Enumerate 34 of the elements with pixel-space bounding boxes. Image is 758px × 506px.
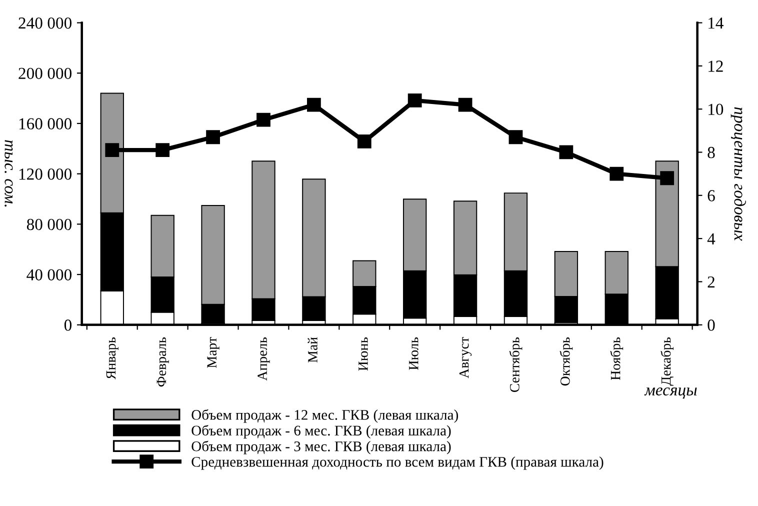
y-axis-title: тыс. сом. bbox=[4, 140, 13, 207]
y2-tick-label: 4 bbox=[707, 233, 716, 244]
x-tick-label: Май bbox=[308, 337, 318, 362]
y-tick-label: 160 000 bbox=[19, 118, 72, 130]
x-tick-label: Март bbox=[207, 337, 220, 368]
y-tick-label: 240 000 bbox=[18, 17, 72, 29]
x-tick-label: Декабрь bbox=[660, 337, 674, 386]
y2-tick-label: 10 bbox=[708, 104, 724, 116]
legend-label: Объем продаж - 6 мес. ГКВ (левая шкала) bbox=[192, 424, 451, 439]
y-tick-label: 0 bbox=[64, 320, 72, 331]
y-tick-label: 120 000 bbox=[19, 168, 72, 180]
legend-label: Объем продаж - 3 мес. ГКВ (левая шкала) bbox=[192, 440, 451, 454]
y-tick-label: 80 000 bbox=[26, 218, 72, 230]
x-tick-label: Апрель bbox=[258, 337, 270, 381]
y2-tick-label: 8 bbox=[708, 146, 715, 158]
y-tick-label: 200 000 bbox=[18, 68, 72, 80]
y2-tick-label: 12 bbox=[708, 60, 723, 72]
legend-label: Объем продаж - 12 мес. ГКВ (левая шкала) bbox=[192, 409, 458, 423]
y-tick-label: 40 000 bbox=[26, 269, 72, 280]
x-tick-label: Октябрь bbox=[560, 337, 573, 386]
y2-tick-label: 2 bbox=[708, 276, 714, 288]
x-tick-label: Июль bbox=[409, 337, 418, 370]
legend-label: Средневзвешенная доходность по всем видам ГКВ (правая шкала) bbox=[192, 456, 604, 470]
x-axis-title: месяцы bbox=[644, 387, 697, 399]
x-tick-label: Февраль bbox=[156, 337, 169, 387]
y2-tick-label: 0 bbox=[708, 320, 715, 331]
x-tick-label: Июнь bbox=[358, 337, 368, 371]
x-tick-label: Август bbox=[459, 337, 472, 378]
y2-tick-label: 6 bbox=[708, 190, 715, 202]
x-tick-label: Январь bbox=[106, 337, 118, 380]
y2-tick-label: 14 bbox=[708, 18, 724, 29]
x-tick-label: Ноябрь bbox=[610, 337, 624, 380]
y2-axis-title: проценты годовых bbox=[730, 107, 746, 241]
x-tick-label: Сентябрь bbox=[509, 337, 522, 392]
